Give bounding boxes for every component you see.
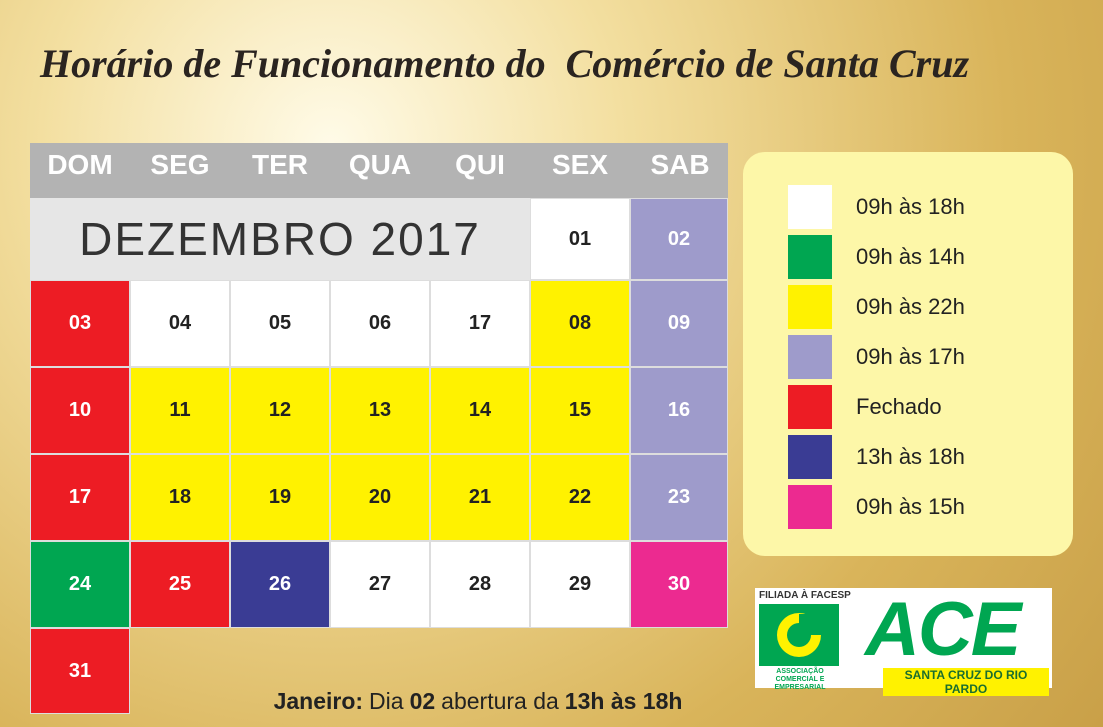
legend-label: 09h às 18h [856,194,965,219]
weekday: QUI [455,149,505,180]
weekday: SEX [551,149,609,180]
day-cell: 09 [630,280,728,367]
day-cell: 23 [630,454,728,541]
legend-swatch [788,435,832,479]
logo-affiliation: FILIADA À FACESP [759,590,851,601]
weekday-bar [30,143,728,198]
month-label: DEZEMBRO 2017 [30,198,530,280]
day-cell: 16 [630,367,728,454]
legend-label: 09h às 22h [856,294,965,319]
day-cell: 01 [530,198,630,280]
weekday: SEG [150,149,210,180]
footer-part: Janeiro: [273,688,364,714]
day-cell: 03 [30,280,130,367]
weekday: TER [252,149,308,180]
footer-part: 02 [409,688,436,714]
day-cell: 28 [430,541,530,628]
day-cell: 17 [430,280,530,367]
legend-swatch [788,335,832,379]
legend-swatch [788,485,832,529]
day-cell: 05 [230,280,330,367]
day-cell: 10 [30,367,130,454]
legend-label: 09h às 15h [856,494,965,519]
day-cell: 30 [630,541,728,628]
day-cell: 31 [30,628,130,714]
day-cell: 27 [330,541,430,628]
title: Horário de Funcionamento do Comércio de … [40,41,970,86]
day-cell: 25 [130,541,230,628]
legend-panel: 09h às 18h 09h às 14h 09h às 22h 09h às 17h… [743,152,1073,556]
day-cell: 29 [530,541,630,628]
day-cell: 11 [130,367,230,454]
day-cell: 19 [230,454,330,541]
day-cell: 08 [530,280,630,367]
footer-part: abertura da [441,688,559,714]
legend-label: 13h às 18h [856,444,965,469]
legend-label: 09h às 14h [856,244,965,269]
footer-part: Dia [369,688,404,714]
day-cell: 06 [330,280,430,367]
day-cell: 14 [430,367,530,454]
day-cell: 15 [530,367,630,454]
weekday: QUA [348,149,412,180]
logo: FILIADA À FACESP ASSOCIAÇÃO COMERCIAL E … [755,587,1052,696]
legend-swatch [788,185,832,229]
day-cell: 18 [130,454,230,541]
legend-swatch [788,385,832,429]
logo-icon [759,604,839,666]
day-cell: 02 [630,198,728,280]
legend-swatch [788,235,832,279]
legend-label: 09h às 17h [856,344,965,369]
day-cell: 26 [230,541,330,628]
day-cell: 22 [530,454,630,541]
day-cell: 20 [330,454,430,541]
day-cell: 04 [130,280,230,367]
weekday: DOM [47,149,113,180]
day-cell: 17 [30,454,130,541]
logo-name: ACE [865,587,1021,672]
day-cell: 21 [430,454,530,541]
logo-city: SANTA CRUZ DO RIO PARDO [883,668,1049,696]
footer: Janeiro: Dia 02 abertura da 13h às 18h [0,688,956,715]
day-cell: 13 [330,367,430,454]
legend-swatch [788,285,832,329]
day-cell: 24 [30,541,130,628]
footer-part: 13h às 18h [564,688,683,714]
legend-label: Fechado [856,394,942,419]
logo-association: ASSOCIAÇÃO COMERCIAL E EMPRESARIAL [774,668,826,691]
weekday: SAB [650,149,710,180]
day-cell: 12 [230,367,330,454]
